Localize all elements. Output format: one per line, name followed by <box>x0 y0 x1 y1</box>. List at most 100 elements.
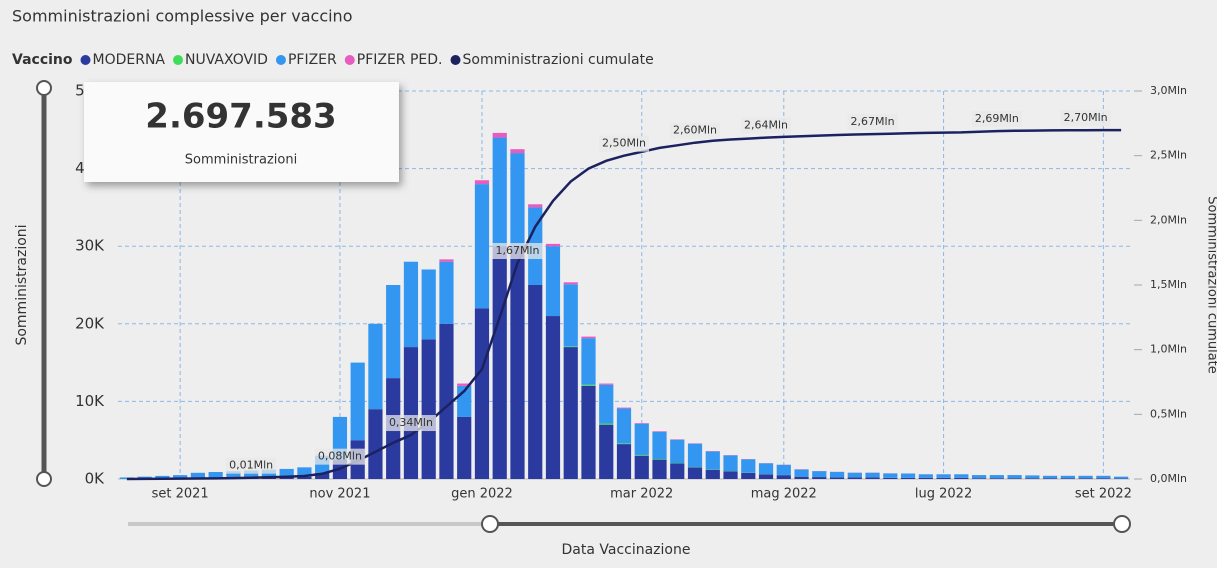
bar <box>990 478 1004 479</box>
bar <box>368 324 382 409</box>
bar <box>439 259 453 261</box>
bar <box>599 424 613 425</box>
bar <box>741 459 755 472</box>
bar <box>688 467 702 479</box>
bar <box>990 475 1004 478</box>
bar <box>883 478 897 479</box>
y-tick-label: 30K <box>75 237 105 255</box>
bar <box>581 385 595 386</box>
bar <box>848 477 862 479</box>
legend-marker <box>345 55 355 65</box>
bar <box>1043 478 1057 479</box>
bar <box>510 149 524 153</box>
bar <box>883 473 897 477</box>
slider-handle[interactable] <box>37 472 51 486</box>
bar <box>617 444 631 479</box>
bar <box>1114 477 1128 479</box>
bar <box>670 463 684 479</box>
y2-tick-label: 0,5Mln <box>1150 407 1187 420</box>
bar <box>493 246 507 479</box>
y2-tick-label: 2,0Mln <box>1150 213 1187 226</box>
bar <box>652 431 666 432</box>
bar <box>617 408 631 409</box>
legend-marker <box>276 55 286 65</box>
bar <box>794 477 808 479</box>
data-label: 0,01Mln <box>229 459 273 472</box>
bar <box>1096 476 1110 478</box>
bar <box>723 471 737 479</box>
chart-title: Somministrazioni complessive per vaccino <box>12 7 352 26</box>
x-tick-label: gen 2022 <box>451 487 513 502</box>
bar <box>936 478 950 479</box>
slider-handle[interactable] <box>1114 516 1130 532</box>
bar <box>493 133 507 138</box>
y-tick-label: 0K <box>85 470 106 488</box>
x-tick-label: mar 2022 <box>610 487 673 502</box>
bar <box>972 475 986 478</box>
bar <box>954 474 968 477</box>
bar <box>528 204 542 207</box>
bar <box>865 473 879 478</box>
bar <box>599 385 613 424</box>
bar <box>901 474 915 478</box>
kpi-value: 2.697.583 <box>145 97 336 137</box>
y-axis-title: Somministrazioni <box>14 224 30 345</box>
bar <box>546 246 560 316</box>
data-label: 2,70Mln <box>1064 111 1108 124</box>
bar <box>422 269 436 339</box>
y2-tick-label: 3,0Mln <box>1150 84 1187 97</box>
bar <box>564 347 578 479</box>
bar <box>581 386 595 479</box>
bar <box>865 477 879 479</box>
legend-label: MODERNA <box>93 52 166 68</box>
bar <box>936 474 950 477</box>
bar <box>741 473 755 479</box>
bar <box>422 339 436 479</box>
bar <box>812 471 826 477</box>
bar <box>652 432 666 459</box>
y-tick-label: 10K <box>75 392 105 410</box>
bar <box>830 477 844 479</box>
x-tick-label: mag 2022 <box>751 487 817 502</box>
bar <box>475 184 489 308</box>
bar <box>635 423 649 424</box>
data-label: 2,64Mln <box>744 119 788 132</box>
bar <box>919 474 933 477</box>
legend-label: PFIZER <box>288 52 337 68</box>
bar <box>439 262 453 324</box>
slider-handle[interactable] <box>37 81 51 95</box>
bar <box>919 478 933 479</box>
bar <box>1061 476 1075 478</box>
bar <box>351 363 365 441</box>
bar <box>475 308 489 479</box>
bar <box>759 463 773 474</box>
bar <box>581 337 595 339</box>
y-tick-label: 20K <box>75 314 105 332</box>
legend-marker <box>81 55 91 65</box>
legend-title: Vaccino <box>12 52 73 68</box>
bar <box>1007 478 1021 479</box>
bar <box>617 443 631 444</box>
bar <box>493 138 507 247</box>
y2-tick-label: 1,0Mln <box>1150 343 1187 356</box>
data-label: 2,67Mln <box>851 115 895 128</box>
bar <box>528 285 542 479</box>
bar <box>812 477 826 479</box>
data-label: 1,67Mln <box>495 244 539 257</box>
bar <box>599 384 613 385</box>
bar <box>1096 478 1110 479</box>
y2-tick-label: 1,5Mln <box>1150 278 1187 291</box>
x-tick-label: nov 2021 <box>309 487 370 502</box>
bar <box>1025 478 1039 479</box>
bar <box>546 244 560 246</box>
y2-tick-label: 2,5Mln <box>1150 149 1187 162</box>
bar <box>723 455 737 471</box>
legend-label: Somministrazioni cumulate <box>463 52 654 68</box>
slider-handle[interactable] <box>482 516 498 532</box>
bar <box>688 444 702 467</box>
bar <box>670 440 684 463</box>
bar <box>404 347 418 479</box>
